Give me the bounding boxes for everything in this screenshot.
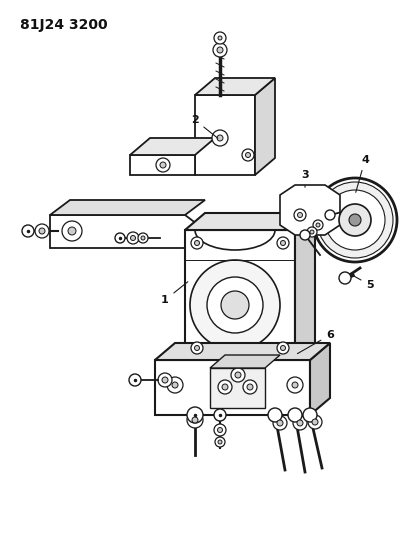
Text: 2: 2 [191, 115, 218, 138]
Circle shape [68, 227, 76, 235]
Circle shape [313, 178, 397, 262]
Circle shape [294, 209, 306, 221]
Circle shape [218, 380, 232, 394]
Polygon shape [295, 213, 315, 360]
Circle shape [312, 419, 318, 425]
Circle shape [242, 149, 254, 161]
Circle shape [246, 152, 250, 157]
Circle shape [277, 342, 289, 354]
Circle shape [138, 233, 148, 243]
Circle shape [287, 377, 303, 393]
Circle shape [273, 416, 287, 430]
Circle shape [307, 227, 317, 237]
Circle shape [325, 190, 385, 250]
Circle shape [35, 224, 49, 238]
Polygon shape [50, 200, 205, 215]
Polygon shape [195, 78, 275, 95]
Text: 81J24 3200: 81J24 3200 [20, 18, 108, 32]
Circle shape [303, 408, 317, 422]
Circle shape [218, 440, 222, 444]
Polygon shape [185, 213, 315, 230]
Text: 4: 4 [356, 155, 369, 192]
Circle shape [325, 210, 335, 220]
Circle shape [22, 225, 34, 237]
Circle shape [214, 32, 226, 44]
Circle shape [339, 204, 371, 236]
Circle shape [191, 342, 203, 354]
Polygon shape [155, 360, 310, 415]
Circle shape [231, 368, 245, 382]
Circle shape [115, 233, 125, 243]
Circle shape [214, 409, 226, 421]
Circle shape [127, 232, 139, 244]
Circle shape [217, 135, 223, 141]
Text: 3: 3 [301, 170, 309, 187]
Circle shape [235, 372, 241, 378]
Circle shape [214, 424, 226, 436]
Circle shape [160, 162, 166, 168]
Polygon shape [310, 343, 330, 415]
Circle shape [349, 214, 361, 226]
Circle shape [212, 130, 228, 146]
Circle shape [310, 230, 314, 234]
Circle shape [247, 384, 253, 390]
Circle shape [218, 427, 222, 432]
Circle shape [194, 345, 200, 351]
Circle shape [268, 408, 282, 422]
Circle shape [162, 377, 168, 383]
Circle shape [192, 417, 198, 423]
Polygon shape [195, 95, 255, 175]
Circle shape [243, 380, 257, 394]
Circle shape [313, 220, 323, 230]
Circle shape [129, 374, 141, 386]
Polygon shape [185, 230, 295, 360]
Polygon shape [210, 368, 265, 408]
Text: 6: 6 [298, 330, 334, 353]
Polygon shape [210, 355, 280, 368]
Polygon shape [130, 138, 215, 155]
Circle shape [293, 416, 307, 430]
Circle shape [288, 408, 302, 422]
Polygon shape [255, 78, 275, 175]
Circle shape [280, 240, 286, 246]
Circle shape [172, 382, 178, 388]
Text: 1: 1 [161, 282, 188, 305]
Circle shape [187, 412, 203, 428]
Circle shape [191, 237, 203, 249]
Circle shape [130, 236, 136, 240]
Circle shape [280, 345, 286, 351]
Circle shape [339, 272, 351, 284]
Circle shape [187, 407, 203, 423]
Circle shape [308, 415, 322, 429]
Circle shape [300, 230, 310, 240]
Circle shape [277, 420, 283, 426]
Polygon shape [50, 215, 205, 248]
Circle shape [297, 420, 303, 426]
Circle shape [62, 221, 82, 241]
Circle shape [167, 377, 183, 393]
Circle shape [158, 373, 172, 387]
Circle shape [218, 36, 222, 40]
Circle shape [190, 260, 280, 350]
Circle shape [222, 384, 228, 390]
Circle shape [207, 277, 263, 333]
Polygon shape [130, 155, 195, 175]
Circle shape [217, 47, 223, 53]
Circle shape [194, 240, 200, 246]
Polygon shape [155, 343, 330, 360]
Circle shape [317, 182, 393, 258]
Circle shape [39, 228, 45, 234]
Circle shape [298, 213, 302, 217]
Circle shape [141, 236, 145, 240]
Circle shape [292, 382, 298, 388]
Circle shape [221, 291, 249, 319]
Circle shape [277, 237, 289, 249]
Circle shape [316, 223, 320, 227]
Circle shape [213, 43, 227, 57]
Text: 5: 5 [354, 276, 374, 290]
Circle shape [156, 158, 170, 172]
Polygon shape [280, 185, 340, 235]
Circle shape [215, 437, 225, 447]
